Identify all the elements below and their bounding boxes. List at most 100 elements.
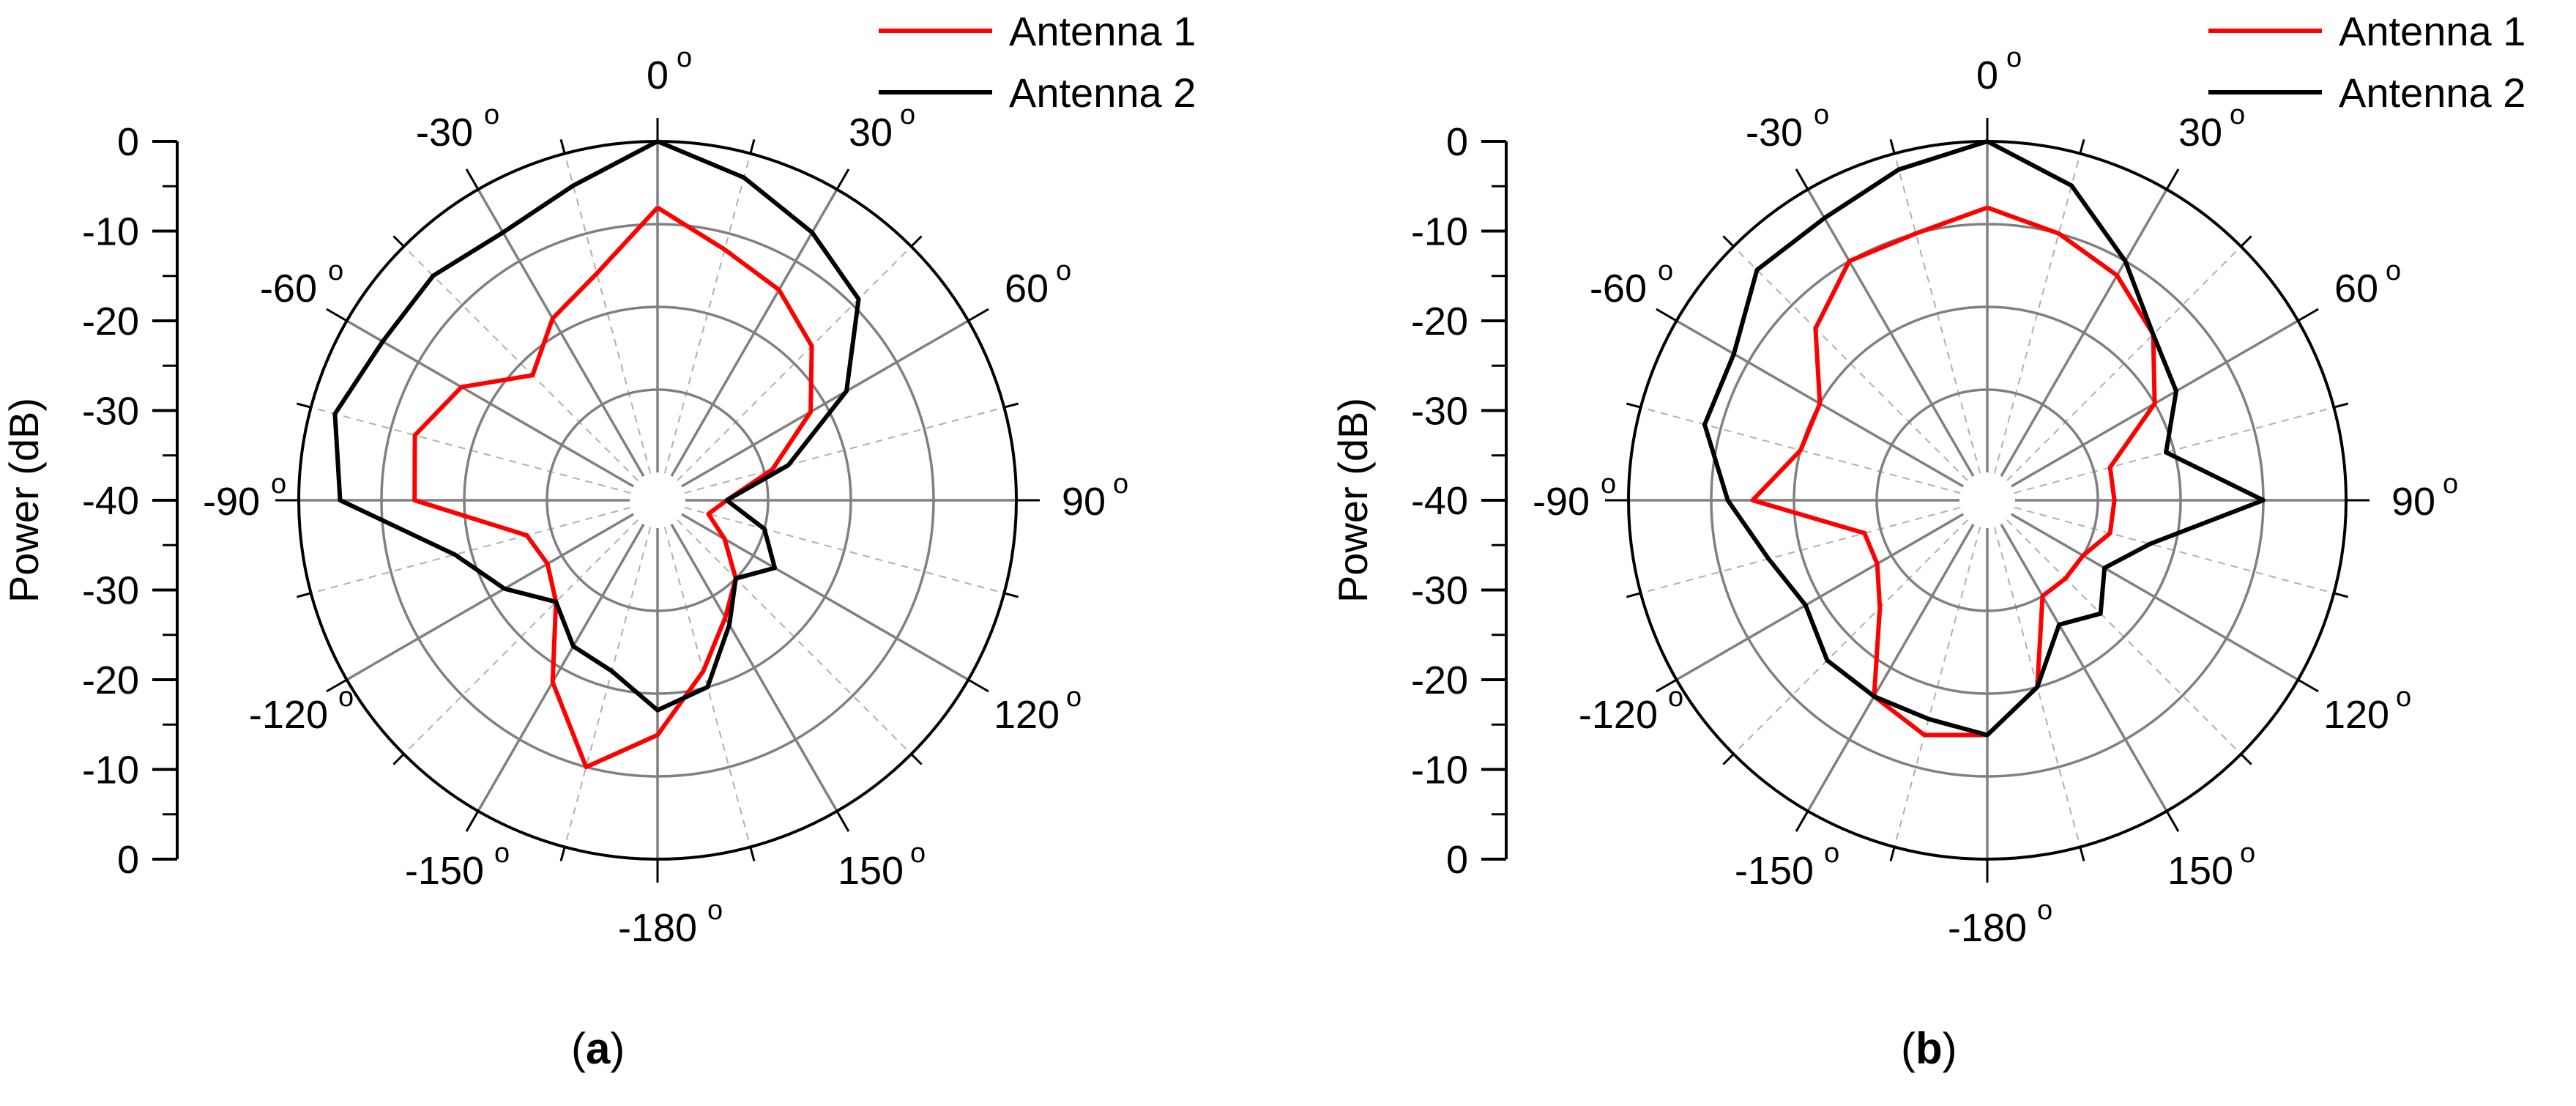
angle-major-tick <box>465 810 480 832</box>
angle-minor-tick <box>1889 846 1896 862</box>
degree-symbol: o <box>900 100 915 130</box>
major-spoke <box>670 188 838 477</box>
major-spoke <box>681 319 969 488</box>
angle-tick-label: 150 <box>838 849 904 893</box>
angle-tick-label: -180 <box>1948 906 2027 950</box>
degree-symbol: o <box>1814 100 1829 130</box>
degree-symbol: o <box>484 100 499 130</box>
degree-symbol: o <box>1824 838 1839 869</box>
angle-major-tick <box>835 168 850 190</box>
degree-symbol: o <box>1668 682 1683 713</box>
radial-tick-label: -20 <box>1411 300 1468 344</box>
angle-tick-label: -120 <box>1579 693 1658 737</box>
angle-major-tick <box>2165 168 2180 190</box>
angle-tick-label: 0 <box>647 53 669 97</box>
major-spoke <box>477 188 645 477</box>
angle-tick-label: 60 <box>2334 267 2378 311</box>
angle-minor-tick <box>559 846 566 862</box>
angle-minor-tick <box>1003 592 1019 598</box>
major-spoke <box>670 524 838 812</box>
angle-tick-label: -60 <box>260 267 317 311</box>
degree-symbol: o <box>328 256 343 286</box>
radial-tick-label: -10 <box>1411 749 1468 793</box>
legend-label: Antenna 2 <box>1009 70 1196 116</box>
panel-label: (b) <box>1901 1024 1957 1073</box>
degree-symbol: o <box>2240 838 2255 869</box>
angle-tick-label: 0 <box>1976 53 1998 97</box>
angle-minor-tick <box>749 846 756 862</box>
angle-major-tick <box>835 810 850 832</box>
radial-tick-label: -30 <box>82 390 139 434</box>
angle-minor-tick <box>296 402 312 409</box>
angle-tick-label: -60 <box>1590 267 1647 311</box>
angle-tick-label: -150 <box>1735 849 1814 893</box>
minor-spoke <box>1732 245 1968 481</box>
angle-minor-tick <box>559 138 566 155</box>
angle-minor-tick <box>392 753 405 765</box>
angle-tick-label: 90 <box>1062 480 1106 524</box>
angle-tick-label: -30 <box>1746 111 1803 155</box>
angle-major-tick <box>465 168 480 190</box>
angle-major-tick <box>967 678 989 693</box>
radial-tick-label: -10 <box>82 210 139 254</box>
degree-symbol: o <box>2006 42 2022 73</box>
angle-major-tick <box>326 308 348 322</box>
degree-symbol: o <box>338 682 354 713</box>
degree-symbol: o <box>910 838 926 869</box>
y-axis-label: Power (dB) <box>1 398 47 603</box>
series-line-1 <box>412 205 814 770</box>
angle-tick-label: -30 <box>416 111 473 155</box>
radial-tick-label: -20 <box>82 658 139 702</box>
major-spoke <box>346 513 634 681</box>
angle-major-tick <box>2297 308 2319 322</box>
degree-symbol: o <box>707 895 723 926</box>
angle-minor-tick <box>2333 592 2349 598</box>
angle-minor-tick <box>296 592 312 598</box>
angle-tick-label: -90 <box>203 480 260 524</box>
minor-spoke <box>2006 245 2242 481</box>
angle-tick-label: -90 <box>1533 480 1590 524</box>
major-spoke <box>681 513 969 681</box>
angle-tick-label: -180 <box>618 906 697 950</box>
major-spoke <box>1806 188 1975 477</box>
radial-tick-label: -40 <box>82 479 139 523</box>
radial-tick-label: 0 <box>117 838 139 882</box>
degree-symbol: o <box>1658 256 1673 286</box>
angle-tick-label: 30 <box>2178 111 2222 155</box>
radial-tick-label: -10 <box>1411 210 1468 254</box>
degree-symbol: o <box>2443 469 2458 500</box>
minor-spoke <box>663 527 751 847</box>
angle-tick-label: 30 <box>849 111 893 155</box>
angle-major-tick <box>1656 308 1678 322</box>
angle-major-tick <box>2165 810 2180 832</box>
radial-tick-label: -40 <box>1411 479 1468 523</box>
major-spoke <box>2000 188 2168 477</box>
angle-major-tick <box>1795 810 1809 832</box>
angle-tick-label: 90 <box>2391 480 2435 524</box>
radial-tick-label: -20 <box>1411 658 1468 702</box>
major-spoke <box>346 319 634 488</box>
major-spoke <box>2011 513 2299 681</box>
radial-tick-label: -30 <box>82 569 139 613</box>
angle-minor-tick <box>2079 846 2085 862</box>
major-spoke <box>1675 513 1964 681</box>
angle-major-tick <box>967 308 989 322</box>
angle-minor-tick <box>1889 138 1896 155</box>
radial-tick-label: 0 <box>1446 120 1468 164</box>
degree-symbol: o <box>1056 256 1071 286</box>
legend-label: Antenna 2 <box>2339 70 2525 116</box>
angle-tick-label: -150 <box>405 849 484 893</box>
degree-symbol: o <box>271 469 286 500</box>
angle-minor-tick <box>910 753 923 765</box>
angle-minor-tick <box>1722 753 1735 765</box>
degree-symbol: o <box>1066 682 1082 713</box>
angle-minor-tick <box>1722 235 1735 248</box>
major-spoke <box>2000 524 2168 812</box>
angle-tick-label: 150 <box>2167 849 2233 893</box>
angle-major-tick <box>326 678 348 693</box>
radial-tick-label: -10 <box>82 749 139 793</box>
angle-minor-tick <box>2333 402 2349 409</box>
